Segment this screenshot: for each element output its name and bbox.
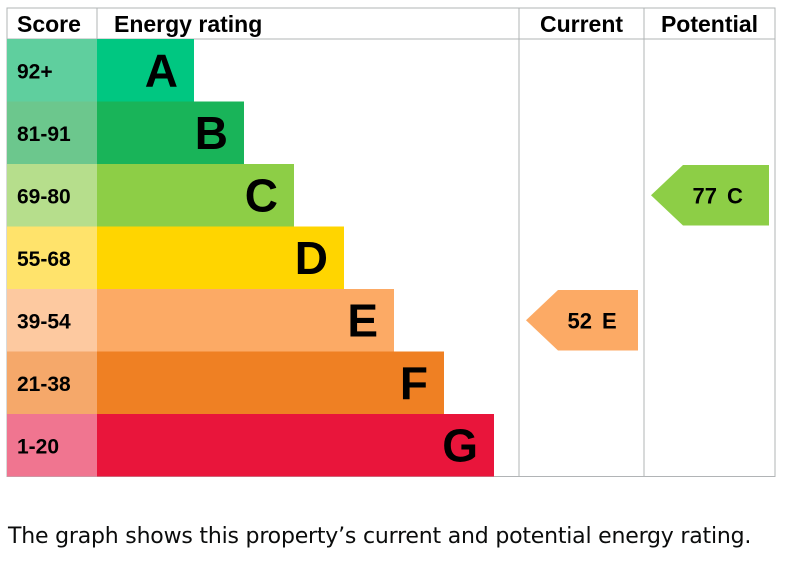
band-letter-b: B	[195, 107, 228, 159]
score-label-b: 81-91	[17, 123, 71, 146]
score-label-c: 69-80	[17, 185, 71, 208]
chart-caption: The graph shows this property’s current …	[8, 524, 752, 549]
score-cell-g	[7, 414, 97, 477]
band-letter-a: A	[145, 44, 178, 96]
current-rating-value: 52	[568, 308, 592, 333]
score-label-f: 21-38	[17, 373, 71, 396]
band-bar-f	[97, 351, 444, 414]
energy-rating-chart: Score Energy rating Current Potential 92+ A 81…	[6, 7, 776, 477]
header-energy-rating: Energy rating	[114, 11, 262, 37]
band-bar-b	[97, 101, 244, 164]
score-cell-b	[7, 101, 97, 164]
potential-rating-arrow	[651, 165, 769, 226]
current-rating-letter: E	[602, 308, 617, 333]
band-bar-d	[97, 226, 344, 289]
score-label-d: 55-68	[17, 248, 71, 271]
band-bar-a	[97, 39, 194, 102]
band-letter-c: C	[245, 169, 278, 221]
band-letter-g: G	[442, 419, 478, 471]
band-bar-c	[97, 164, 294, 227]
current-rating-arrow	[526, 290, 638, 351]
score-cell-e	[7, 289, 97, 352]
score-cell-f	[7, 351, 97, 414]
potential-rating-letter: C	[727, 183, 743, 208]
score-label-e: 39-54	[17, 310, 71, 333]
score-cell-a	[7, 39, 97, 102]
score-label-g: 1-20	[17, 435, 59, 458]
band-bar-g	[97, 414, 494, 477]
band-letter-f: F	[400, 357, 428, 409]
header-potential: Potential	[661, 11, 758, 37]
header-current: Current	[540, 11, 623, 37]
score-cell-d	[7, 226, 97, 289]
score-cell-c	[7, 164, 97, 227]
band-letter-d: D	[295, 232, 328, 284]
band-bar-e	[97, 289, 394, 352]
potential-rating-value: 77	[693, 183, 717, 208]
header-score: Score	[17, 11, 81, 37]
score-label-a: 92+	[17, 60, 53, 83]
band-letter-e: E	[347, 294, 378, 346]
